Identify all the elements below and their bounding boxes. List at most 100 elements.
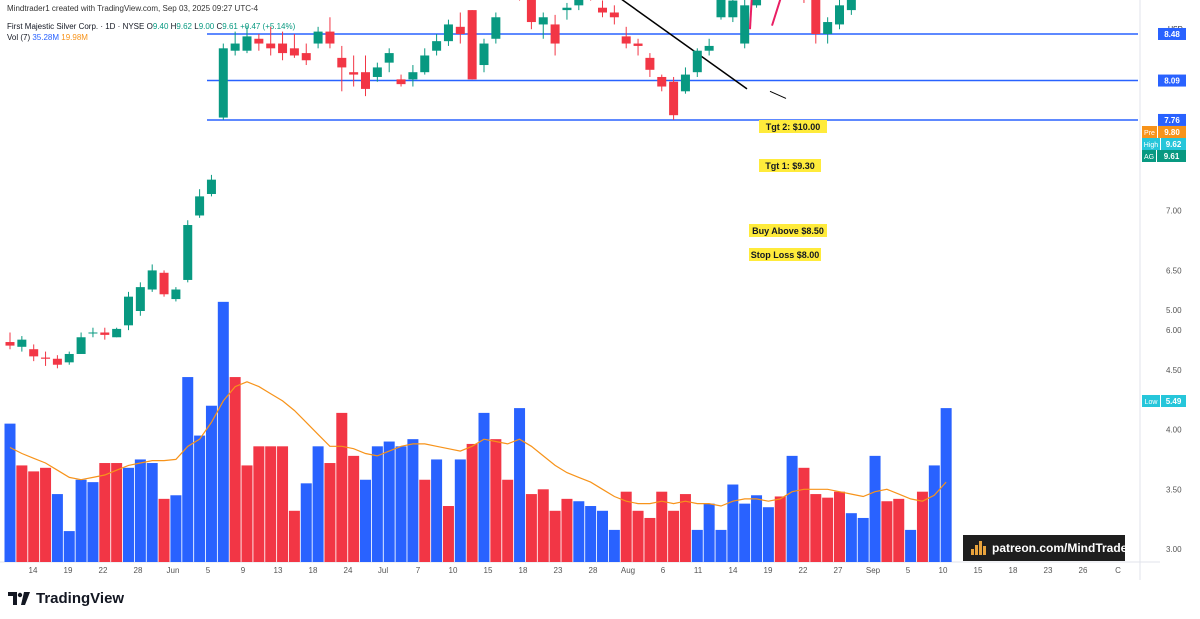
price-tick-label: 6.00 [1166, 326, 1182, 335]
candle-body [218, 48, 228, 118]
price-tick-label: 5.00 [1166, 306, 1182, 315]
pre-tag-label-bg [1142, 126, 1157, 138]
symbol-ohlc-line[interactable]: First Majestic Silver Corp. · 1D · NYSE … [7, 22, 295, 31]
volume-bar [111, 463, 123, 562]
price-axis-bg [1140, 0, 1200, 580]
volume-bar [4, 423, 16, 562]
volume-bar [182, 377, 194, 562]
candle-body [289, 48, 299, 56]
level-price-tag-text: 8.09 [1164, 77, 1180, 86]
candle-body [195, 196, 205, 216]
target-1-label-bg [759, 159, 821, 172]
volume-bar [87, 482, 99, 562]
candle-body [811, 0, 821, 34]
price-chart[interactable]: USD3.003.504.004.505.006.006.507.007.509… [0, 0, 1200, 580]
time-tick-label: 23 [554, 566, 563, 575]
patreon-banner[interactable]: patreon.com/MindTrader [963, 535, 1132, 561]
target-2-label-bg [759, 120, 827, 133]
time-tick-label: 11 [694, 566, 703, 575]
candle-body [562, 7, 572, 11]
volume-bar [928, 465, 940, 562]
volume-bar [774, 496, 786, 562]
tradingview-logo[interactable]: TradingView [8, 590, 124, 607]
ag-tag-value: 9.61 [1164, 152, 1180, 161]
candle-body [728, 0, 738, 18]
volume-bar [905, 529, 917, 562]
time-tick-label: 14 [729, 566, 738, 575]
time-tick-label: 10 [939, 566, 948, 575]
candle-body [669, 81, 679, 116]
low-tag-value-bg [1161, 395, 1186, 407]
candle-body [420, 55, 430, 73]
volume-bar [857, 517, 869, 562]
close-value: 9.61 [222, 22, 238, 31]
time-tick-label: 5 [206, 566, 211, 575]
stop-loss-label: Stop Loss $8.00 [751, 250, 820, 260]
candle-body [242, 36, 252, 51]
candle-body [171, 289, 181, 300]
high-value: 9.62 [176, 22, 192, 31]
candle-body [325, 31, 335, 44]
candle-body [680, 74, 690, 92]
candle-body [823, 22, 833, 34]
candle-body [598, 7, 607, 13]
candle-body [846, 0, 856, 11]
time-tick-label: 9 [241, 566, 246, 575]
volume-bar [28, 471, 40, 562]
volume-legend[interactable]: Vol (7) 35.28M 19.98M [7, 33, 88, 42]
volume-bar [348, 455, 360, 562]
volume-bar [253, 446, 265, 562]
volume-bar [608, 529, 620, 562]
time-tick-label: 22 [99, 566, 108, 575]
volume-bar [691, 529, 703, 562]
candle-body [432, 41, 442, 51]
volume-value: 35.28M [32, 33, 60, 42]
volume-bar [466, 443, 478, 562]
ag-tag-value-bg [1157, 150, 1186, 162]
candle-body [159, 272, 169, 295]
time-tick-label: 18 [519, 566, 528, 575]
time-tick-label: 18 [309, 566, 318, 575]
volume-bar [158, 498, 170, 562]
patreon-text: patreon.com/MindTrader [992, 541, 1133, 555]
volume-bar [419, 479, 431, 562]
candle-body [88, 332, 98, 334]
volume-bar [573, 501, 585, 562]
tradingview-logo-text: TradingView [36, 590, 125, 607]
volume-bar [360, 479, 371, 562]
candle-body [752, 0, 762, 6]
time-tick-label: Aug [621, 566, 635, 575]
candle-body [692, 50, 702, 73]
low-tag-label: Low [1145, 399, 1159, 406]
volume-bar [40, 467, 52, 562]
time-tick-label: 27 [834, 566, 843, 575]
volume-bar [134, 459, 146, 562]
time-tick-label: 7 [416, 566, 421, 575]
volume-bar [265, 446, 277, 562]
candle-body [76, 337, 86, 354]
stop-loss-label-bg [749, 248, 821, 261]
candle-body [740, 5, 750, 44]
volume-bar [751, 495, 763, 562]
time-tick-label: 10 [449, 566, 458, 575]
tradingview-logo-icon [8, 592, 30, 605]
volume-bar [277, 446, 289, 562]
close-label: C [216, 22, 223, 31]
candle-body [349, 72, 359, 75]
candle-body [704, 45, 714, 51]
candle-body [29, 349, 39, 357]
volume-bar [383, 441, 395, 562]
downtrend-line [621, 0, 748, 90]
volume-bar [656, 491, 668, 562]
time-tick-label: Jun [167, 566, 180, 575]
open-label: O [146, 22, 153, 31]
candle-body [147, 270, 157, 290]
time-tick-label: 14 [29, 566, 38, 575]
candle-body [372, 67, 382, 77]
high-tag-label: High [1144, 142, 1159, 149]
candle-body [609, 12, 619, 18]
candle-body [361, 72, 370, 89]
candle-body [479, 43, 489, 66]
time-tick-label: 28 [589, 566, 598, 575]
stop-pointer-line [769, 90, 787, 99]
